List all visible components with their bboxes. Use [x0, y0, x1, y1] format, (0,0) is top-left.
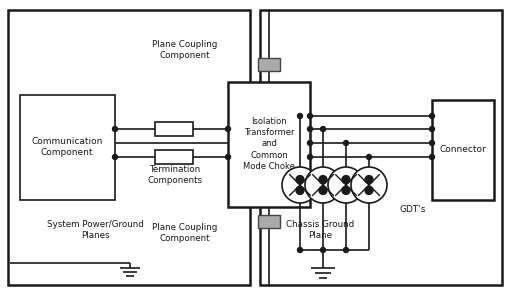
Circle shape	[307, 126, 312, 132]
Circle shape	[364, 175, 372, 184]
Circle shape	[429, 113, 434, 119]
Bar	[260, 10, 501, 285]
Circle shape	[295, 186, 303, 194]
Circle shape	[112, 126, 117, 132]
Circle shape	[327, 167, 363, 203]
Circle shape	[225, 154, 230, 160]
Circle shape	[429, 126, 434, 132]
Text: Chassis Ground
Plane: Chassis Ground Plane	[286, 220, 353, 240]
Circle shape	[318, 186, 326, 194]
Circle shape	[320, 247, 325, 253]
Circle shape	[342, 175, 349, 184]
Circle shape	[318, 175, 326, 184]
Circle shape	[307, 113, 312, 119]
Bar	[8, 10, 249, 285]
Circle shape	[225, 126, 230, 132]
Text: System Power/Ground
Planes: System Power/Ground Planes	[46, 220, 143, 240]
Circle shape	[307, 154, 312, 160]
Circle shape	[307, 141, 312, 145]
Text: Isolation
Transformer
and
Common
Mode Choke: Isolation Transformer and Common Mode Ch…	[243, 117, 294, 171]
Circle shape	[112, 154, 117, 160]
Text: Termination
Components: Termination Components	[147, 165, 202, 185]
Circle shape	[343, 247, 348, 253]
Circle shape	[281, 167, 318, 203]
Circle shape	[295, 175, 303, 184]
Bar	[155, 150, 192, 164]
Bar	[228, 82, 309, 207]
Circle shape	[297, 113, 302, 119]
Circle shape	[343, 141, 348, 145]
Text: Plane Coupling
Component: Plane Coupling Component	[152, 40, 217, 60]
Circle shape	[429, 141, 434, 145]
Bar	[258, 58, 279, 71]
Bar	[155, 122, 192, 136]
Circle shape	[366, 154, 371, 160]
Circle shape	[350, 167, 386, 203]
Circle shape	[304, 167, 341, 203]
Bar	[431, 100, 493, 200]
Text: Communication
Component: Communication Component	[31, 137, 102, 157]
Circle shape	[297, 247, 302, 253]
Circle shape	[320, 126, 325, 132]
Circle shape	[429, 154, 434, 160]
Text: Plane Coupling
Component: Plane Coupling Component	[152, 223, 217, 243]
Bar	[258, 215, 279, 228]
Text: GDT's: GDT's	[399, 206, 426, 215]
Bar	[20, 95, 115, 200]
Circle shape	[342, 186, 349, 194]
Text: Connector: Connector	[439, 145, 486, 154]
Circle shape	[364, 186, 372, 194]
